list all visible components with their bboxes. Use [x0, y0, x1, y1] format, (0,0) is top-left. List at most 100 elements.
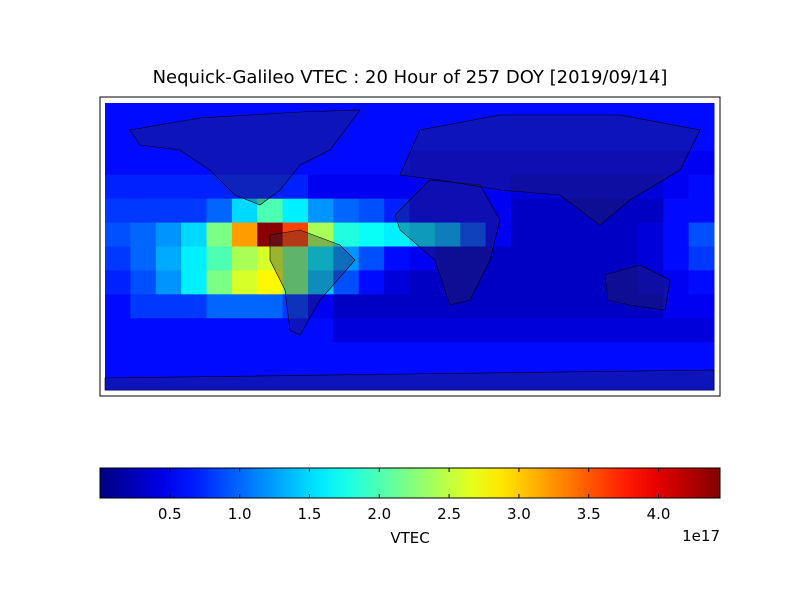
heat-cell: [409, 318, 436, 343]
heat-cell: [308, 366, 334, 391]
heat-cell: [536, 126, 563, 152]
heat-cell: [460, 294, 487, 319]
heat-cell: [181, 174, 207, 200]
heat-cell: [105, 103, 131, 128]
heat-cell: [257, 198, 284, 224]
heat-cell: [333, 198, 360, 224]
heat-cell: [663, 174, 690, 200]
heat-cell: [282, 342, 309, 367]
heat-cell: [460, 318, 487, 343]
heat-cell: [105, 270, 131, 295]
heat-cell: [231, 198, 258, 224]
heat-cell: [663, 294, 690, 319]
colorbar-tick-label: 3.0: [507, 505, 531, 523]
heat-cell: [511, 126, 537, 152]
heat-cell: [587, 246, 613, 271]
heat-cell: [181, 270, 207, 295]
heat-cell: [130, 342, 157, 367]
heat-cell: [688, 103, 715, 128]
heat-cell: [434, 222, 461, 247]
heat-cell: [206, 126, 233, 152]
heat-cell: [333, 126, 360, 152]
heat-cell: [561, 222, 588, 247]
heat-cell: [536, 198, 563, 224]
heat-cell: [333, 222, 360, 247]
heat-cell: [181, 150, 207, 176]
heat-cell: [663, 222, 690, 247]
heat-cell: [688, 342, 715, 367]
heat-cell: [612, 294, 639, 319]
heat-cell: [587, 222, 613, 247]
heat-cell: [511, 246, 537, 271]
heat-cell: [536, 150, 563, 176]
heat-cell: [155, 318, 182, 343]
heat-cell: [460, 246, 487, 271]
heat-cell: [358, 366, 385, 391]
heat-cell: [434, 342, 461, 367]
heat-cell: [155, 270, 182, 295]
heat-cell: [231, 174, 258, 200]
heat-cell: [536, 318, 563, 343]
heat-cell: [612, 270, 639, 295]
heat-cell: [282, 103, 309, 128]
heat-cell: [257, 150, 284, 176]
heat-cell: [434, 198, 461, 224]
heat-cell: [282, 270, 309, 295]
heat-cell: [231, 318, 258, 343]
heat-cell: [358, 103, 385, 128]
heat-cell: [688, 270, 715, 295]
heat-cell: [485, 318, 512, 343]
heatmap: [105, 103, 715, 391]
colorbar-tick-label: 1.5: [298, 505, 322, 523]
heat-cell: [511, 294, 537, 319]
heat-cell: [384, 103, 410, 128]
eurasia: [399, 114, 701, 226]
heat-cell: [409, 150, 436, 176]
heat-cell: [130, 246, 157, 271]
heat-cell: [511, 270, 537, 295]
heat-cell: [231, 246, 258, 271]
heat-cell: [384, 198, 410, 224]
heat-cell: [358, 150, 385, 176]
heat-cell: [130, 198, 157, 224]
heat-cell: [637, 222, 664, 247]
heat-cell: [434, 366, 461, 391]
heat-cell: [308, 318, 334, 343]
heat-cell: [308, 246, 334, 271]
heat-cell: [257, 342, 284, 367]
heat-cell: [282, 222, 309, 247]
heat-cell: [460, 198, 487, 224]
heat-cell: [485, 126, 512, 152]
australia: [604, 264, 671, 311]
north-america: [129, 109, 361, 206]
heat-cell: [358, 318, 385, 343]
heat-cell: [105, 126, 131, 152]
south-america: [269, 229, 356, 336]
heat-cell: [637, 318, 664, 343]
heat-cell: [358, 246, 385, 271]
heat-cell: [561, 342, 588, 367]
heat-cell: [384, 366, 410, 391]
heat-cell: [257, 318, 284, 343]
continents: [104, 109, 715, 391]
heat-cell: [612, 174, 639, 200]
heat-cell: [485, 366, 512, 391]
heat-cell: [333, 318, 360, 343]
heat-cell: [688, 198, 715, 224]
heat-cell: [130, 150, 157, 176]
heat-cell: [637, 246, 664, 271]
heat-cell: [637, 342, 664, 367]
heat-cell: [409, 103, 436, 128]
heat-cell: [587, 318, 613, 343]
heat-cell: [485, 174, 512, 200]
heat-cell: [384, 342, 410, 367]
heat-cell: [130, 126, 157, 152]
heat-cell: [384, 126, 410, 152]
heat-cell: [130, 222, 157, 247]
heat-cell: [536, 270, 563, 295]
heat-cell: [587, 366, 613, 391]
heat-cell: [358, 270, 385, 295]
heat-cell: [384, 294, 410, 319]
